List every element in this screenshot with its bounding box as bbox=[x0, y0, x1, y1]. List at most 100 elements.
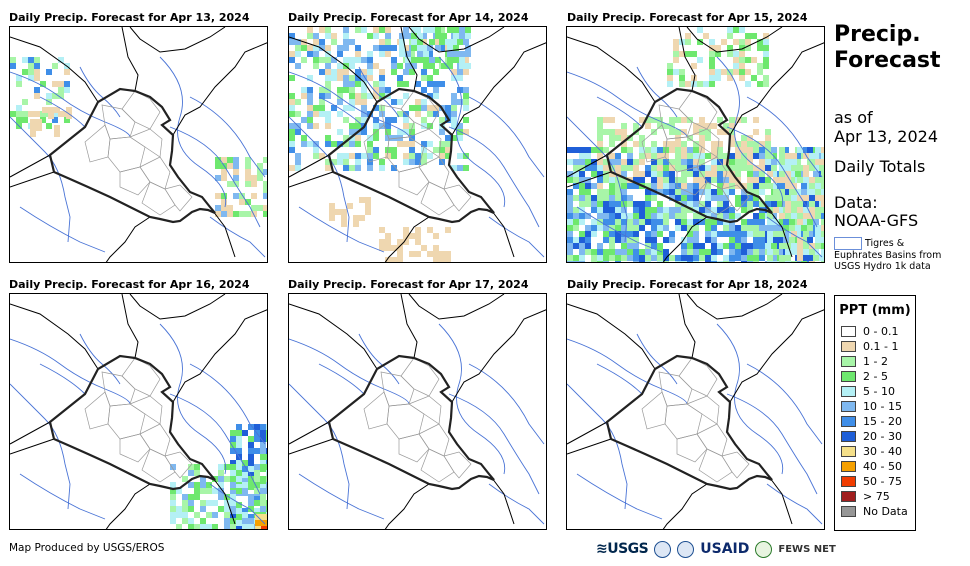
precip-cell bbox=[34, 75, 40, 81]
precip-cell bbox=[699, 201, 705, 207]
precip-cell bbox=[791, 207, 797, 213]
precip-cell bbox=[567, 195, 573, 201]
precip-cell bbox=[236, 464, 242, 470]
precip-cell bbox=[233, 157, 239, 163]
precip-cell bbox=[457, 75, 463, 81]
precip-cell bbox=[42, 107, 48, 113]
precip-cell bbox=[439, 117, 445, 123]
as-of-label: as of bbox=[834, 108, 873, 127]
precip-cell bbox=[621, 243, 627, 249]
precip-cell bbox=[609, 135, 615, 141]
precip-cell bbox=[821, 219, 824, 225]
precip-cell bbox=[373, 153, 379, 159]
precip-cell bbox=[325, 135, 331, 141]
precip-cell bbox=[46, 69, 52, 75]
precip-cell bbox=[260, 494, 266, 500]
precip-cell bbox=[457, 69, 463, 75]
precip-cell bbox=[735, 141, 741, 147]
precip-cell bbox=[397, 251, 403, 257]
precip-cell bbox=[579, 249, 585, 255]
precip-cell bbox=[717, 195, 723, 201]
precip-cell bbox=[248, 448, 254, 454]
precip-cell bbox=[615, 213, 621, 219]
country-border bbox=[567, 27, 824, 262]
precip-cell bbox=[711, 243, 717, 249]
precip-cell bbox=[433, 111, 439, 117]
province-boundary bbox=[721, 451, 750, 479]
precip-cell bbox=[759, 141, 765, 147]
precip-cell bbox=[405, 57, 411, 63]
precip-cell bbox=[411, 57, 417, 63]
precip-cell bbox=[233, 163, 239, 169]
legend-swatch bbox=[841, 476, 856, 487]
precip-cell bbox=[609, 237, 615, 243]
precip-cell bbox=[463, 165, 469, 171]
precip-cell bbox=[579, 189, 585, 195]
precip-cell bbox=[759, 213, 765, 219]
precip-cell bbox=[409, 233, 415, 239]
precip-cell bbox=[753, 225, 759, 231]
precip-cell bbox=[307, 123, 313, 129]
precip-cell bbox=[747, 207, 753, 213]
precip-cell bbox=[409, 69, 415, 75]
precip-cell bbox=[763, 39, 769, 45]
precip-cell bbox=[789, 219, 795, 225]
province-boundary bbox=[664, 403, 703, 440]
precip-cell bbox=[767, 219, 773, 225]
precip-cell bbox=[170, 518, 176, 524]
precip-cell bbox=[717, 153, 723, 159]
precip-cell bbox=[673, 57, 679, 63]
precip-cell bbox=[242, 508, 248, 514]
precip-cell bbox=[645, 165, 651, 171]
precip-cell bbox=[409, 135, 415, 141]
precip-cell bbox=[28, 75, 34, 81]
precip-cell bbox=[705, 207, 711, 213]
precip-cell bbox=[28, 57, 34, 63]
precip-cell bbox=[609, 225, 615, 231]
precip-cell bbox=[705, 219, 711, 225]
precip-cell bbox=[289, 141, 295, 147]
precip-cell bbox=[206, 512, 212, 518]
precip-cell bbox=[747, 195, 753, 201]
province-boundary bbox=[721, 184, 750, 212]
precip-cell bbox=[427, 227, 433, 233]
precip-cell bbox=[445, 39, 451, 45]
legend-label: 10 - 15 bbox=[863, 400, 902, 413]
precip-cell bbox=[218, 494, 224, 500]
precip-cell bbox=[385, 45, 391, 51]
precip-cell bbox=[645, 153, 651, 159]
precip-cell bbox=[767, 261, 773, 262]
precip-cell bbox=[453, 57, 459, 63]
precip-cell bbox=[717, 219, 723, 225]
precip-cell bbox=[645, 255, 651, 261]
precip-cell bbox=[711, 177, 717, 183]
precip-cell bbox=[337, 63, 343, 69]
precip-cell bbox=[645, 171, 651, 177]
precip-cell bbox=[379, 105, 385, 111]
precip-cell bbox=[457, 39, 463, 45]
precip-cell bbox=[313, 39, 319, 45]
precip-cell bbox=[703, 33, 709, 39]
precip-cell bbox=[597, 153, 603, 159]
precip-cell bbox=[233, 181, 239, 187]
precip-cell bbox=[391, 69, 397, 75]
precip-cell bbox=[591, 165, 597, 171]
precip-cell bbox=[257, 205, 263, 211]
precip-cell bbox=[757, 63, 763, 69]
precip-cell bbox=[797, 207, 803, 213]
precip-cell bbox=[367, 51, 373, 57]
precip-cell bbox=[573, 207, 579, 213]
precip-cell bbox=[421, 69, 427, 75]
province-boundary bbox=[398, 433, 430, 463]
precip-cell bbox=[745, 81, 751, 87]
precip-cell bbox=[709, 57, 715, 63]
precip-cell bbox=[609, 189, 615, 195]
precip-cell bbox=[639, 177, 645, 183]
precip-cell bbox=[319, 87, 325, 93]
precip-cell bbox=[415, 81, 421, 87]
precip-cell bbox=[170, 506, 176, 512]
precip-cell bbox=[681, 255, 687, 261]
precip-cell bbox=[325, 63, 331, 69]
precip-cell bbox=[699, 123, 705, 129]
precip-cell bbox=[254, 488, 260, 494]
